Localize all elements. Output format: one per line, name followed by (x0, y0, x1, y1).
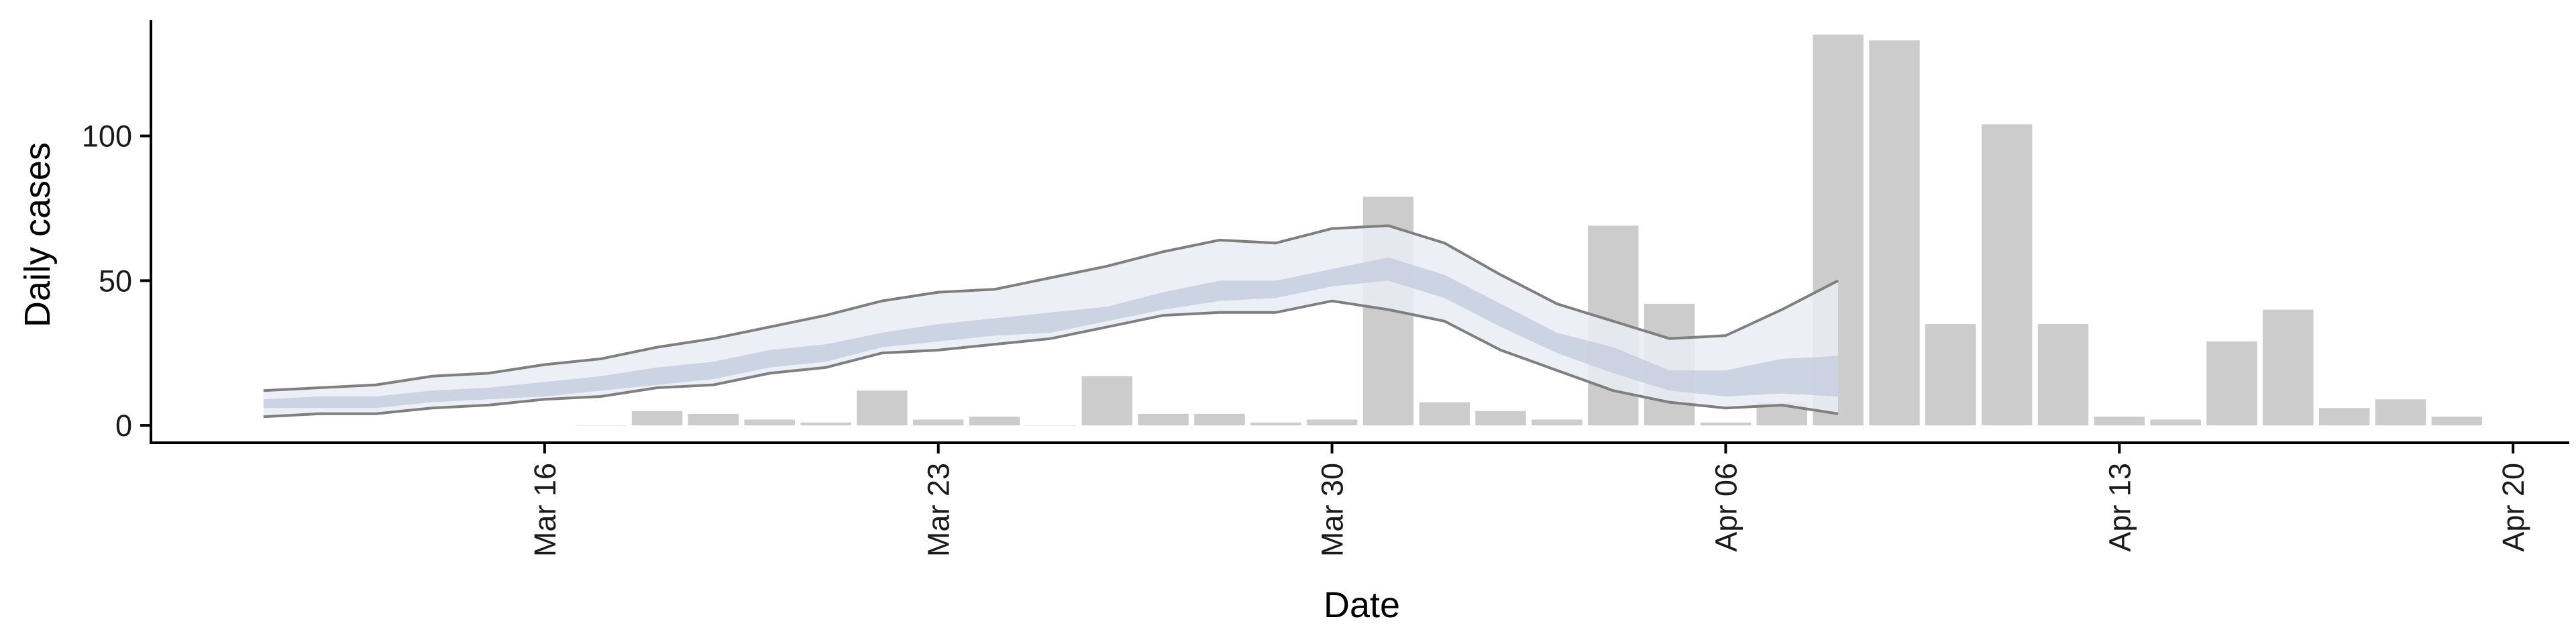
outer-band-upper-line (263, 224, 1839, 392)
bar-2020-04-02 (1475, 411, 1526, 426)
bar-2020-04-17 (2318, 408, 2370, 426)
x-tick-label-2020-03-30: Mar 30 (1316, 463, 1350, 557)
bar-2020-03-19 (688, 413, 739, 426)
bar-2020-03-26 (1081, 376, 1132, 426)
bar-2020-04-12 (2037, 324, 2089, 426)
bar-2020-03-20 (744, 419, 795, 426)
bar-2020-04-06 (1700, 422, 1752, 426)
bars-layer (575, 34, 2483, 426)
bar-2020-04-09 (1869, 40, 1920, 426)
bar-2020-04-14 (2150, 419, 2201, 426)
bar-2020-04-03 (1532, 419, 1582, 426)
x-axis-title: Date (1324, 585, 1400, 625)
bar-2020-04-11 (1981, 124, 2033, 426)
bar-2020-03-27 (1138, 413, 1189, 426)
bar-2020-03-30 (1306, 419, 1358, 426)
bar-2020-03-21 (800, 422, 851, 426)
axes-layer: 0 50 100 Mar 16 Mar 23 Mar 30 Apr 06 Apr 13 Apr … (82, 20, 2569, 557)
x-tick-label-2020-03-23: Mar 23 (922, 463, 956, 557)
bar-2020-03-24 (969, 417, 1020, 426)
bar-2020-03-23 (912, 419, 964, 426)
bar-2020-04-10 (1925, 324, 1976, 426)
bar-2020-03-17 (575, 425, 627, 426)
y-tick-label-0: 0 (115, 409, 132, 443)
x-tick-label-2020-04-06: Apr 06 (1709, 463, 1743, 552)
bar-2020-03-28 (1194, 413, 1245, 426)
y-tick-label-100: 100 (82, 119, 132, 154)
outer-band-lower-line (263, 299, 1839, 419)
bar-2020-04-15 (2206, 341, 2257, 426)
x-tick-label-2020-03-16: Mar 16 (528, 463, 562, 557)
y-axis-title: Daily cases (17, 142, 58, 327)
x-tick-label-2020-04-20: Apr 20 (2496, 463, 2530, 552)
bar-2020-04-13 (2094, 417, 2145, 426)
bar-2020-04-01 (1419, 402, 1470, 426)
bar-2020-04-18 (2375, 399, 2426, 426)
inner-interval-band (263, 257, 1839, 409)
bar-2020-04-16 (2263, 309, 2314, 426)
bar-2020-03-25 (1025, 425, 1077, 426)
bar-2020-03-22 (857, 390, 908, 426)
x-tick-label-2020-04-13: Apr 13 (2102, 463, 2137, 552)
bands-layer (263, 224, 1839, 419)
bar-2020-03-18 (631, 411, 683, 426)
bar-2020-04-19 (2431, 417, 2483, 426)
y-tick-label-50: 50 (99, 264, 132, 298)
bar-2020-03-29 (1250, 422, 1301, 426)
